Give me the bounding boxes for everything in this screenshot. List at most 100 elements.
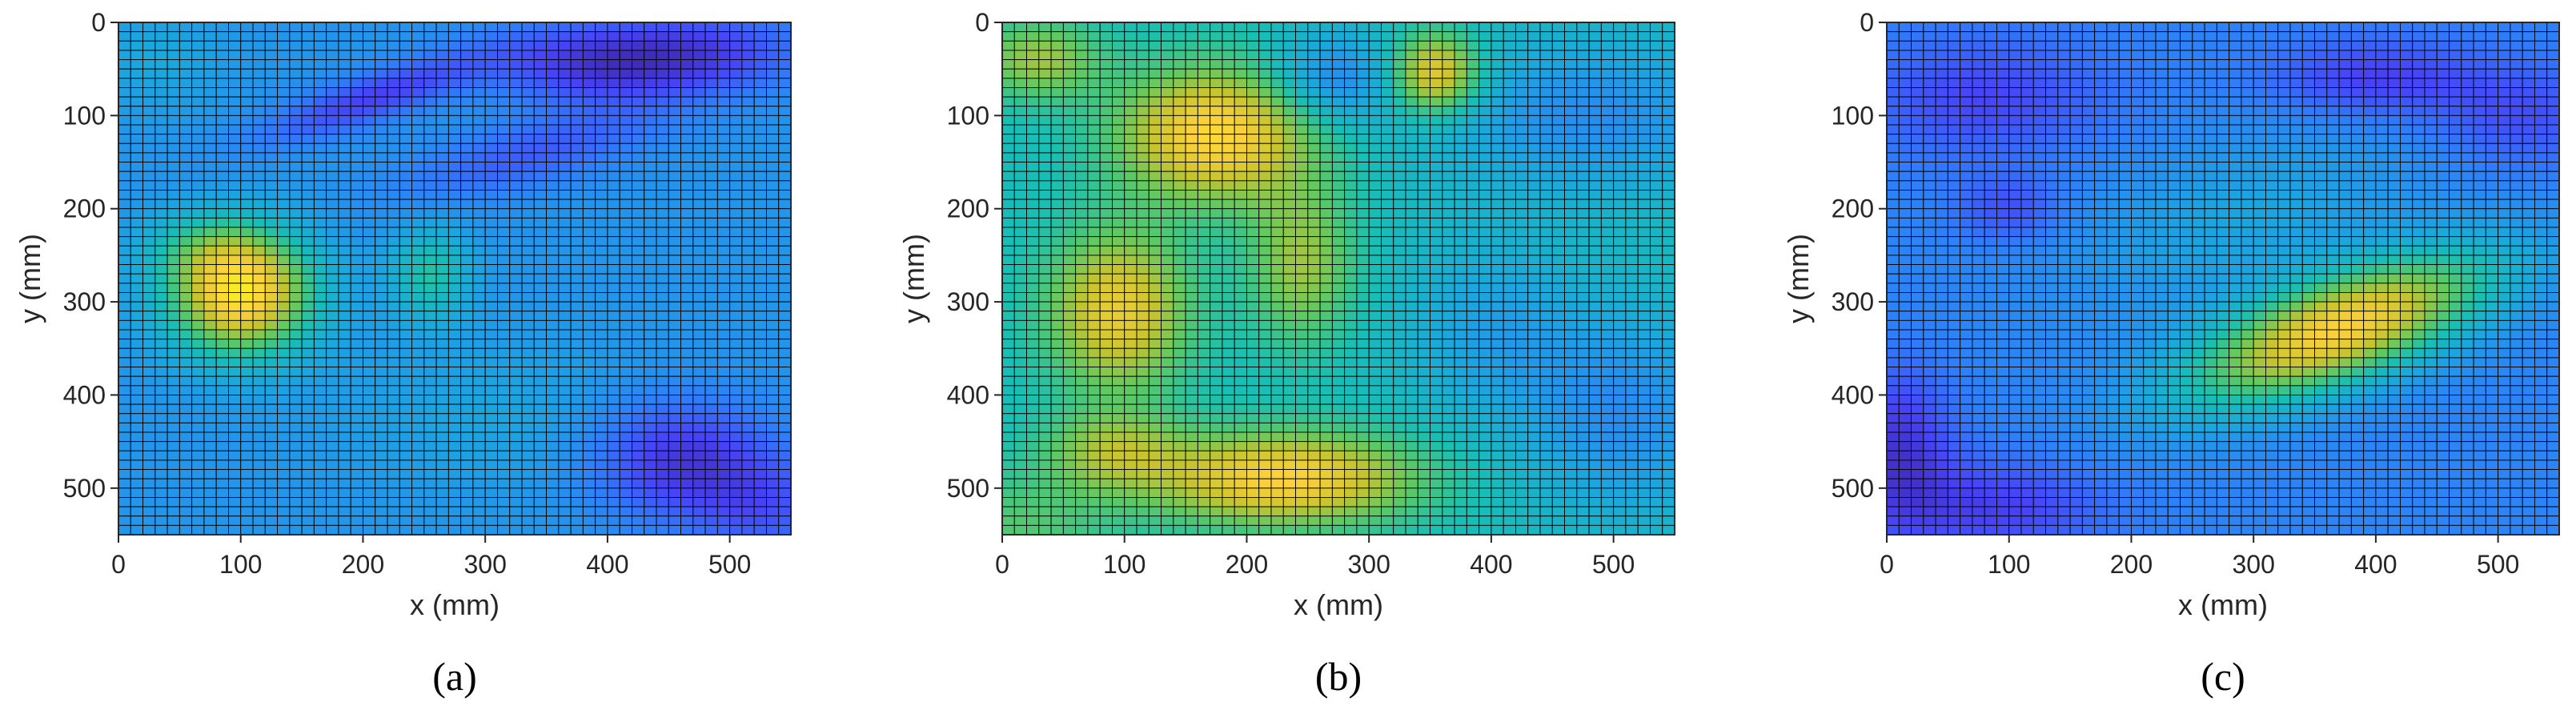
heatmap-cell <box>472 515 486 526</box>
heatmap-cell <box>607 134 620 144</box>
heatmap-cell <box>411 403 425 415</box>
heatmap-cell <box>558 208 572 219</box>
heatmap-cell <box>1491 40 1504 51</box>
heatmap-cell <box>570 152 584 163</box>
heatmap-cell <box>447 319 462 331</box>
heatmap-cell <box>435 422 449 433</box>
heatmap-cell <box>301 347 315 359</box>
heatmap-cell <box>1637 199 1651 210</box>
heatmap-cell <box>326 395 339 405</box>
heatmap-cell <box>1527 255 1541 266</box>
heatmap-cell <box>1625 301 1639 312</box>
heatmap-cell <box>595 339 608 349</box>
heatmap-cell <box>118 189 131 200</box>
heatmap-cell <box>1173 22 1186 33</box>
heatmap-cell <box>460 227 474 238</box>
heatmap-cell <box>1551 68 1565 79</box>
heatmap-cell <box>619 134 632 144</box>
heatmap-cell <box>1430 264 1443 275</box>
heatmap-cell <box>1136 329 1150 340</box>
heatmap-cell <box>656 301 669 312</box>
heatmap-cell <box>1222 217 1235 228</box>
heatmap-cell <box>1295 114 1309 126</box>
heatmap-cell <box>1430 199 1443 210</box>
heatmap-cell <box>387 96 400 107</box>
heatmap-cell <box>692 524 706 535</box>
heatmap-cell <box>656 487 669 498</box>
heatmap-cell <box>301 208 315 219</box>
heatmap-cell <box>1234 292 1247 303</box>
heatmap-cell <box>570 227 584 238</box>
heatmap-cell <box>1430 245 1443 256</box>
heatmap-cell <box>509 357 523 368</box>
heatmap-cell <box>1270 208 1284 219</box>
heatmap-cell <box>1161 236 1174 247</box>
heatmap-cell <box>313 385 327 395</box>
heatmap-cell <box>1637 142 1651 154</box>
heatmap-cell <box>1148 86 1162 98</box>
heatmap-cell <box>632 413 645 423</box>
heatmap-cell <box>1649 180 1663 191</box>
heatmap-cell <box>326 413 339 423</box>
heatmap-cell <box>692 114 706 126</box>
heatmap-cell <box>1185 301 1198 312</box>
heatmap-cell <box>1210 208 1223 219</box>
heatmap-cell <box>399 311 412 321</box>
heatmap-cell <box>680 431 694 443</box>
heatmap-cell <box>179 292 193 303</box>
heatmap-cell <box>1161 86 1174 98</box>
heatmap-cell <box>1099 227 1113 238</box>
heatmap-cell <box>191 199 205 210</box>
heatmap-cell <box>644 22 657 33</box>
heatmap-cell <box>1038 86 1052 98</box>
heatmap-cell <box>644 40 657 51</box>
heatmap-cell <box>607 459 620 470</box>
heatmap-cell <box>387 319 400 331</box>
heatmap-cell <box>1417 236 1430 247</box>
heatmap-cell <box>729 134 743 144</box>
heatmap-cell <box>301 422 315 433</box>
heatmap-cell <box>680 497 694 507</box>
heatmap-cell <box>1331 50 1346 61</box>
heatmap-cell <box>338 59 351 70</box>
heatmap-cell <box>277 255 291 266</box>
heatmap-cell <box>142 96 156 107</box>
heatmap-cell <box>1050 208 1064 219</box>
heatmap-cell <box>1099 301 1113 312</box>
heatmap-cell <box>1466 311 1480 321</box>
heatmap-cell <box>1148 301 1162 312</box>
heatmap-cell <box>375 22 388 33</box>
heatmap-cell <box>484 319 498 331</box>
heatmap-cell <box>167 189 180 200</box>
heatmap-cell <box>167 301 180 312</box>
heatmap-cell <box>130 245 143 256</box>
heatmap-cell <box>1062 78 1077 88</box>
heatmap-cell <box>1625 329 1639 340</box>
heatmap-cell <box>1600 124 1615 135</box>
heatmap-cell <box>704 385 718 395</box>
heatmap-cell <box>289 68 303 79</box>
heatmap-cell <box>1038 40 1052 51</box>
heatmap-cell <box>1539 152 1553 163</box>
heatmap-cell <box>533 283 547 293</box>
heatmap-cell <box>215 68 229 79</box>
heatmap-cell <box>570 189 584 200</box>
heatmap-cell <box>154 375 168 387</box>
heatmap-cell <box>191 124 205 135</box>
heatmap-cell <box>1148 339 1162 349</box>
heatmap-cell <box>509 236 523 247</box>
heatmap-cell <box>1466 142 1480 154</box>
heatmap-cell <box>1649 273 1663 284</box>
heatmap-cell <box>778 245 792 256</box>
heatmap-cell <box>1185 245 1198 256</box>
heatmap-cell <box>154 152 168 163</box>
heatmap-cell <box>1600 255 1615 266</box>
heatmap-cell <box>1613 50 1627 61</box>
heatmap-cell <box>533 311 547 321</box>
heatmap-cell <box>375 311 388 321</box>
heatmap-cell <box>154 208 168 219</box>
heatmap-cell <box>607 114 620 126</box>
heatmap-cell <box>1270 106 1284 116</box>
heatmap-cell <box>1637 217 1651 228</box>
heatmap-cell <box>1491 142 1504 154</box>
